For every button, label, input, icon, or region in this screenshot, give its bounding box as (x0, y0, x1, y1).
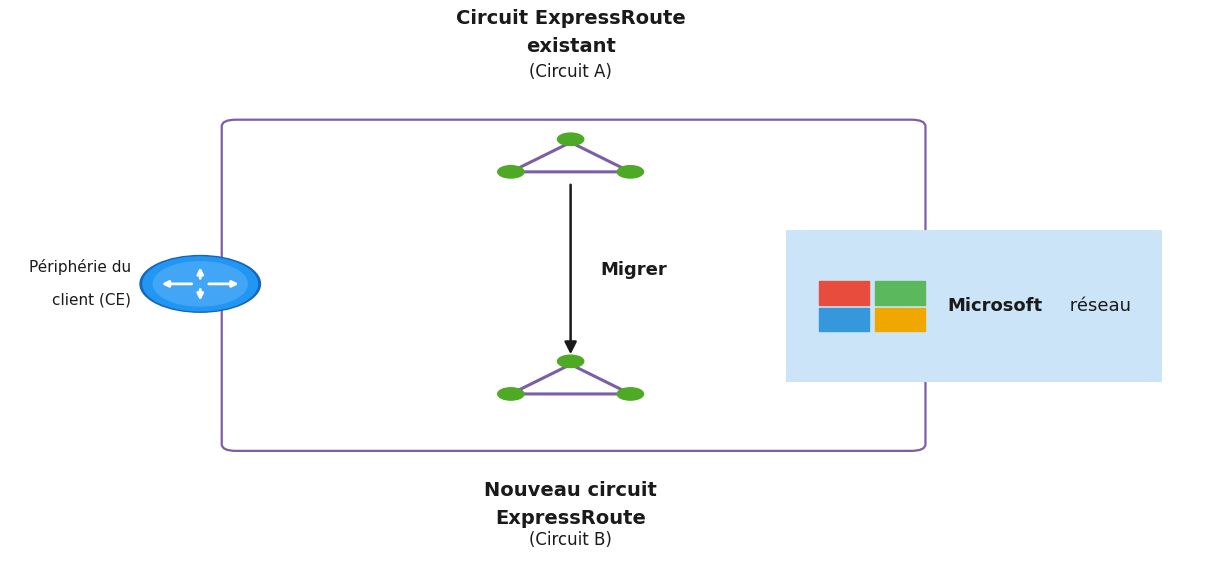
Bar (875, 308, 925, 331)
Bar (819, 281, 869, 305)
Text: Microsoft: Microsoft (947, 297, 1042, 315)
Text: Migrer: Migrer (601, 260, 668, 279)
Text: client (CE): client (CE) (52, 292, 131, 307)
FancyBboxPatch shape (222, 120, 925, 451)
FancyBboxPatch shape (785, 231, 1162, 382)
Text: ExpressRoute: ExpressRoute (495, 509, 646, 528)
Bar (819, 308, 869, 331)
Circle shape (498, 166, 524, 178)
Circle shape (140, 256, 261, 312)
Circle shape (617, 388, 643, 400)
Text: réseau: réseau (1063, 297, 1131, 315)
Circle shape (143, 257, 257, 311)
Circle shape (557, 355, 584, 368)
Text: (Circuit B): (Circuit B) (529, 531, 612, 549)
Text: Nouveau circuit: Nouveau circuit (484, 480, 657, 500)
Polygon shape (511, 364, 630, 394)
Circle shape (617, 166, 643, 178)
Circle shape (557, 133, 584, 145)
Text: existant: existant (526, 37, 615, 56)
Text: Périphérie du: Périphérie du (29, 260, 131, 276)
Bar (875, 281, 925, 305)
Text: (Circuit A): (Circuit A) (529, 63, 612, 81)
Text: Circuit ExpressRoute: Circuit ExpressRoute (455, 9, 686, 28)
Circle shape (498, 388, 524, 400)
Circle shape (153, 262, 248, 306)
Polygon shape (511, 142, 630, 172)
